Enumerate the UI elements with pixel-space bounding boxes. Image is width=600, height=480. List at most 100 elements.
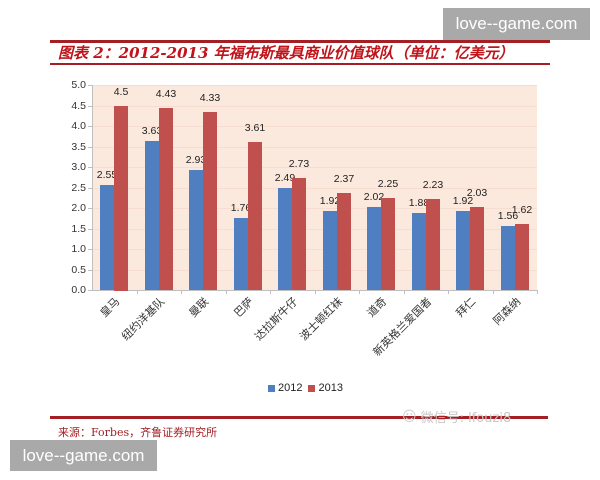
bar-2012 bbox=[367, 207, 381, 290]
y-tick-label: 2.0 bbox=[71, 202, 86, 214]
x-tick-mark bbox=[181, 290, 182, 294]
y-tick-mark bbox=[88, 85, 92, 86]
bar-2013 bbox=[292, 178, 306, 290]
bar-2013 bbox=[203, 112, 217, 290]
bar-2012 bbox=[456, 211, 470, 290]
wechat-icon: ☺ bbox=[402, 408, 417, 425]
watermark-top-right: love--game.com bbox=[443, 8, 590, 40]
bar-2012 bbox=[412, 213, 426, 290]
x-tick-mark bbox=[137, 290, 138, 294]
y-tick-label: 0.5 bbox=[71, 264, 86, 276]
y-tick-label: 2.5 bbox=[71, 182, 86, 194]
data-label-2012: 1.92 bbox=[452, 195, 474, 207]
bar-2013 bbox=[515, 224, 529, 290]
data-label-2012: 1.88 bbox=[408, 197, 430, 209]
gridline bbox=[92, 126, 537, 127]
chart-legend: 2012 2013 bbox=[268, 381, 343, 395]
title-rule-top bbox=[50, 40, 550, 43]
bar-2013 bbox=[426, 199, 440, 290]
data-label-2013: 2.25 bbox=[377, 178, 399, 190]
y-tick-mark bbox=[88, 188, 92, 189]
gridline bbox=[92, 85, 537, 86]
gridline bbox=[92, 167, 537, 168]
data-label-2012: 1.92 bbox=[319, 195, 341, 207]
x-tick-mark bbox=[359, 290, 360, 294]
y-axis-line bbox=[92, 85, 93, 291]
gridline bbox=[92, 249, 537, 250]
y-tick-label: 1.5 bbox=[71, 223, 86, 235]
title-rule-bottom bbox=[50, 63, 550, 65]
x-tick-mark bbox=[493, 290, 494, 294]
data-label-2013: 4.43 bbox=[155, 88, 177, 100]
source-rule bbox=[50, 416, 548, 419]
bar-2012 bbox=[100, 185, 114, 290]
wechat-watermark: ☺ 微信号: lfouzi8 bbox=[402, 407, 512, 427]
y-tick-label: 1.0 bbox=[71, 243, 86, 255]
watermark-bottom-left: love--game.com bbox=[10, 440, 157, 471]
y-tick-label: 3.5 bbox=[71, 141, 86, 153]
bar-2013 bbox=[381, 198, 395, 290]
y-tick-mark bbox=[88, 126, 92, 127]
y-tick-mark bbox=[88, 290, 92, 291]
data-label-2013: 2.73 bbox=[288, 158, 310, 170]
bar-2012 bbox=[323, 211, 337, 290]
legend-label-2013: 2013 bbox=[318, 382, 343, 394]
data-label-2013: 2.03 bbox=[466, 187, 488, 199]
bar-2013 bbox=[248, 142, 262, 290]
y-tick-label: 0.0 bbox=[71, 284, 86, 296]
bar-2013 bbox=[337, 193, 351, 290]
legend-swatch-2013 bbox=[308, 384, 316, 392]
bar-2012 bbox=[234, 218, 248, 290]
y-tick-mark bbox=[88, 167, 92, 168]
gridline bbox=[92, 188, 537, 189]
x-tick-mark bbox=[270, 290, 271, 294]
bar-2012 bbox=[501, 226, 515, 290]
y-tick-mark bbox=[88, 147, 92, 148]
chart-title: 图表 2：2012-2013 年福布斯最具商业价值球队（单位：亿美元） bbox=[58, 44, 514, 62]
gridline bbox=[92, 147, 537, 148]
x-category-label: 皇马 bbox=[97, 295, 123, 320]
data-label-2012: 2.02 bbox=[363, 191, 385, 203]
x-tick-mark bbox=[315, 290, 316, 294]
x-axis-line bbox=[92, 290, 537, 291]
y-tick-mark bbox=[88, 229, 92, 230]
gridline bbox=[92, 106, 537, 107]
legend-item-2012: 2012 bbox=[268, 382, 302, 394]
x-tick-mark bbox=[404, 290, 405, 294]
bar-2012 bbox=[278, 188, 292, 290]
gridline bbox=[92, 229, 537, 230]
y-tick-mark bbox=[88, 106, 92, 107]
x-tick-mark bbox=[537, 290, 538, 294]
data-label-2012: 1.76 bbox=[230, 202, 252, 214]
y-tick-mark bbox=[88, 208, 92, 209]
y-tick-label: 3.0 bbox=[71, 161, 86, 173]
bar-2013 bbox=[114, 106, 128, 291]
bar-2012 bbox=[189, 170, 203, 290]
x-tick-mark bbox=[448, 290, 449, 294]
x-tick-mark bbox=[226, 290, 227, 294]
data-label-2013: 2.37 bbox=[333, 173, 355, 185]
y-tick-mark bbox=[88, 270, 92, 271]
gridline bbox=[92, 208, 537, 209]
bar-2012 bbox=[145, 141, 159, 290]
data-label-2013: 4.5 bbox=[113, 86, 129, 98]
data-label-2012: 2.49 bbox=[274, 172, 296, 184]
legend-label-2012: 2012 bbox=[278, 382, 303, 394]
data-label-2012: 1.56 bbox=[497, 210, 519, 222]
data-label-2012: 2.55 bbox=[96, 169, 118, 181]
wechat-label: 微信号: lfouzi8 bbox=[420, 411, 512, 426]
y-tick-label: 5.0 bbox=[71, 79, 86, 91]
source-note: 来源：Forbes，齐鲁证券研究所 bbox=[58, 426, 218, 439]
gridline bbox=[92, 270, 537, 271]
data-label-2013: 2.23 bbox=[422, 179, 444, 191]
y-tick-mark bbox=[88, 249, 92, 250]
data-label-2013: 1.62 bbox=[511, 204, 533, 216]
legend-swatch-2012 bbox=[268, 384, 275, 392]
data-label-2012: 3.63 bbox=[141, 125, 163, 137]
data-label-2012: 2.93 bbox=[185, 154, 207, 166]
y-tick-label: 4.0 bbox=[71, 120, 86, 132]
legend-item-2013: 2013 bbox=[308, 382, 343, 394]
data-label-2013: 3.61 bbox=[244, 122, 266, 134]
y-tick-label: 4.5 bbox=[71, 100, 86, 112]
data-label-2013: 4.33 bbox=[199, 92, 221, 104]
